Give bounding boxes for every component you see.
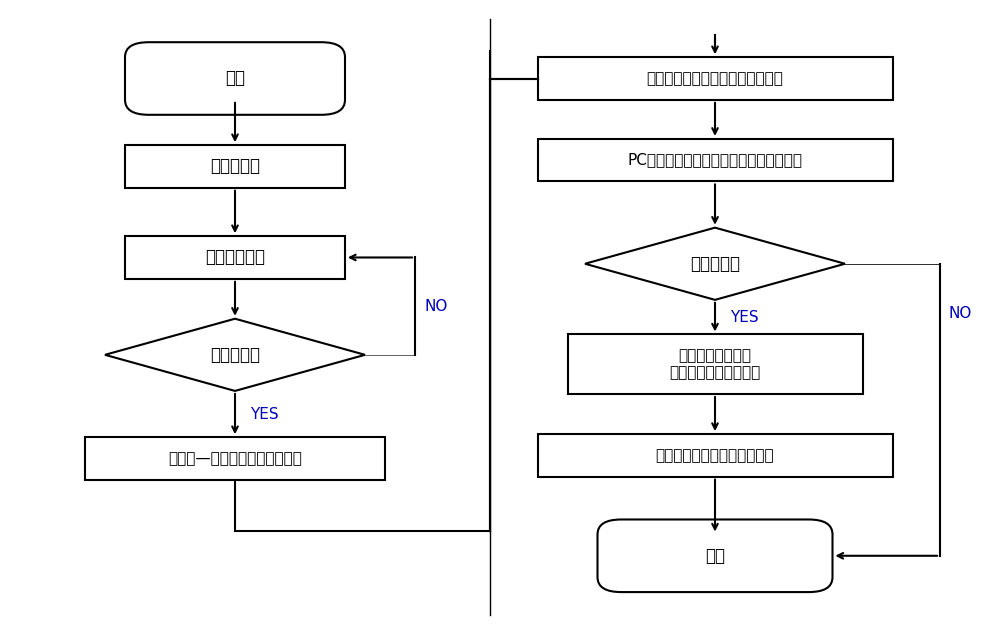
Text: 对完整叶片成可见光图和太赫兹图: 对完整叶片成可见光图和太赫兹图 xyxy=(647,71,783,86)
FancyBboxPatch shape xyxy=(125,42,345,115)
Text: 叶片病变？: 叶片病变？ xyxy=(690,255,740,273)
Text: 对比病变专家库判别病变类型: 对比病变专家库判别病变类型 xyxy=(656,448,774,463)
Bar xyxy=(125,236,345,279)
Polygon shape xyxy=(105,318,365,391)
FancyBboxPatch shape xyxy=(597,519,832,592)
Text: 提取病毒孢子的并
测量太赫兹吸收系数谱: 提取病毒孢子的并 测量太赫兹吸收系数谱 xyxy=(669,348,761,381)
Text: 光谱稳定？: 光谱稳定？ xyxy=(210,346,260,364)
Text: PC机通过预设算法阈値判断叶片病变与否: PC机通过预设算法阈値判断叶片病变与否 xyxy=(628,153,802,168)
Text: YES: YES xyxy=(250,406,279,421)
Text: YES: YES xyxy=(730,310,759,325)
Bar xyxy=(85,437,385,480)
Text: 开始: 开始 xyxy=(225,70,245,87)
Bar xyxy=(538,57,893,100)
Text: 太赫兹久工作: 太赫兹久工作 xyxy=(205,249,265,266)
Text: NO: NO xyxy=(425,299,448,313)
Text: 可见光—太赫兹传感器开始工作: 可见光—太赫兹传感器开始工作 xyxy=(168,451,302,466)
Text: NO: NO xyxy=(948,306,971,322)
Bar xyxy=(538,434,893,477)
Bar xyxy=(538,139,893,181)
Text: 系统初始化: 系统初始化 xyxy=(210,158,260,175)
Text: 结束: 结束 xyxy=(705,547,725,565)
Bar xyxy=(568,334,862,394)
Polygon shape xyxy=(585,228,845,300)
Bar xyxy=(125,145,345,188)
